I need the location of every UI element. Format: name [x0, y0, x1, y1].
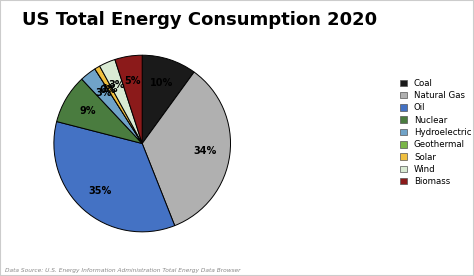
- Text: Data Source: U.S. Energy Information Administration Total Energy Data Browser: Data Source: U.S. Energy Information Adm…: [5, 268, 240, 273]
- Text: 5%: 5%: [124, 76, 140, 86]
- Wedge shape: [115, 55, 142, 144]
- Wedge shape: [142, 72, 230, 226]
- Wedge shape: [95, 69, 142, 144]
- Text: US Total Energy Consumption 2020: US Total Energy Consumption 2020: [21, 11, 377, 29]
- Wedge shape: [100, 60, 142, 144]
- Text: 35%: 35%: [89, 186, 112, 196]
- Wedge shape: [82, 69, 142, 144]
- Wedge shape: [142, 55, 194, 144]
- Text: 1%: 1%: [101, 84, 118, 94]
- Text: 3%: 3%: [95, 88, 111, 98]
- Text: 3%: 3%: [109, 80, 125, 90]
- Legend: Coal, Natural Gas, Oil, Nuclear, Hydroelectric, Geothermal, Solar, Wind, Biomass: Coal, Natural Gas, Oil, Nuclear, Hydroel…: [399, 77, 473, 188]
- Text: 0%: 0%: [100, 85, 117, 95]
- Wedge shape: [54, 121, 175, 232]
- Wedge shape: [95, 66, 142, 144]
- Text: 9%: 9%: [79, 106, 96, 116]
- Text: 34%: 34%: [194, 147, 217, 156]
- Text: 10%: 10%: [150, 78, 173, 88]
- Wedge shape: [57, 79, 142, 144]
